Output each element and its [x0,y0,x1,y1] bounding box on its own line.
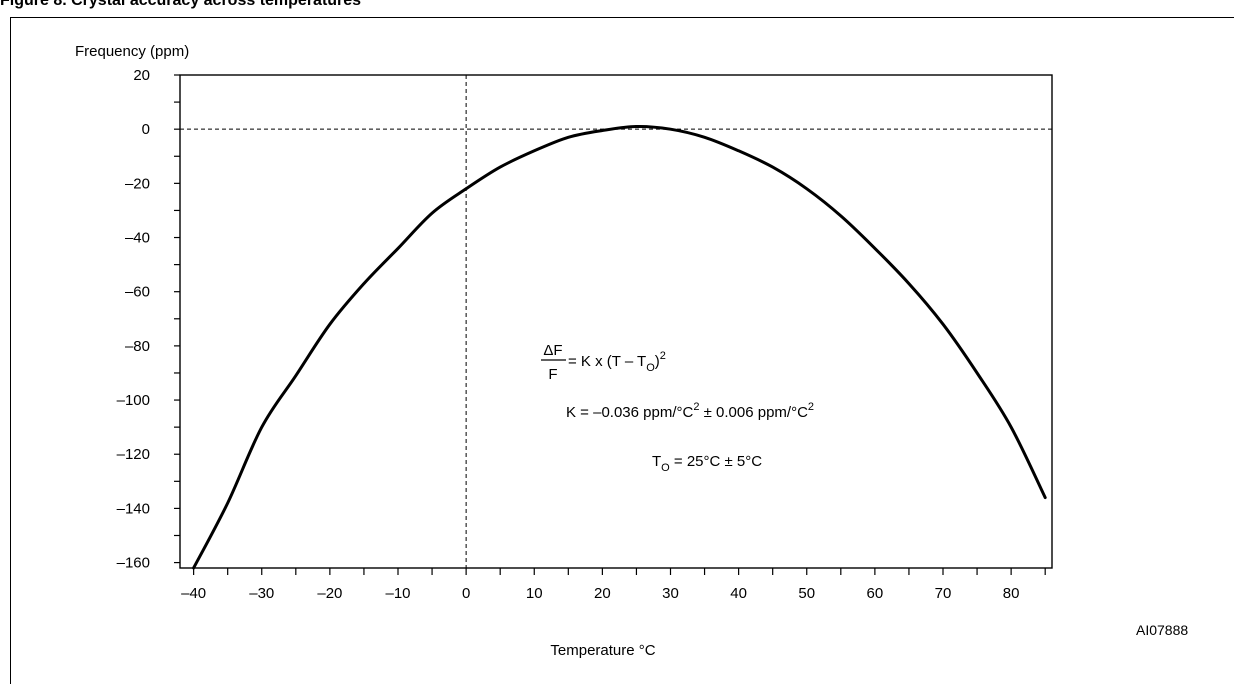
k-constant-prefix: K = –0.036 ppm/°C [566,404,693,421]
x-tick-label: 30 [662,585,679,602]
k-constant-mid: ± 0.006 ppm/°C [699,404,808,421]
t0-subscript: O [661,462,670,474]
x-tick-label: –40 [181,585,206,602]
frequency-curve [192,124,1047,570]
y-tick-label: –160 [117,555,150,572]
t0-prefix: T [652,453,661,470]
y-tick-label: –140 [117,500,150,517]
k-constant-sup1: 2 [693,401,699,413]
y-tick-label: –60 [125,284,150,301]
x-tick-label: –10 [385,585,410,602]
tick-marks [174,74,1046,575]
equation-rhs-subscript: O [646,362,655,374]
figure-reference-code: AI07888 [1136,622,1189,638]
x-tick-label: 20 [594,585,611,602]
t0-rest: = 25°C ± 5°C [670,453,763,470]
x-tick-label: 80 [1003,585,1020,602]
x-tick-label: 50 [798,585,815,602]
x-tick-label: 10 [526,585,543,602]
equation-rhs-close: ) [655,353,660,370]
x-axis-label: Temperature °C [550,642,655,659]
figure-title: Figure 8. Crystal accuracy across temper… [0,0,362,9]
x-tick-label: 40 [730,585,747,602]
y-tick-label: –100 [117,392,150,409]
x-tick-label: 0 [462,585,470,602]
equation-block: ΔF F = K x (T – TO)2 K = –0.036 ppm/°C2 … [541,342,814,474]
x-tick-label: 70 [935,585,952,602]
x-tick-label: –30 [249,585,274,602]
equation-rhs-superscript: 2 [660,350,666,362]
y-tick-label: –120 [117,446,150,463]
equation-denominator: F [548,366,557,383]
y-axis-label: Frequency (ppm) [75,43,189,60]
figure-frame-top [10,17,1234,18]
equation-numerator: ΔF [543,342,562,359]
y-tick-label: 0 [142,121,150,138]
y-tick-label: 20 [133,67,150,84]
k-constant-sup2: 2 [808,401,814,413]
equation-rhs-main: = K x (T – T [568,353,646,370]
y-tick-label: –20 [125,175,150,192]
y-tick-label: –80 [125,338,150,355]
x-tick-label: –20 [317,585,342,602]
plot-frame [179,74,1053,569]
figure-frame-left [10,17,11,684]
reference-lines [180,75,1052,568]
y-tick-label: –40 [125,230,150,247]
k-constant-line: K = –0.036 ppm/°C2 ± 0.006 ppm/°C2 [566,401,814,421]
x-tick-label: 60 [867,585,884,602]
chart-series [192,124,1047,570]
t0-line: TO = 25°C ± 5°C [652,453,762,474]
equation-rhs: = K x (T – TO)2 [568,350,666,374]
chart-axes [179,74,1053,569]
tick-labels: –40 –30 –20 –10 0 10 20 30 40 50 60 70 80200–20–40–6… [117,67,1020,602]
